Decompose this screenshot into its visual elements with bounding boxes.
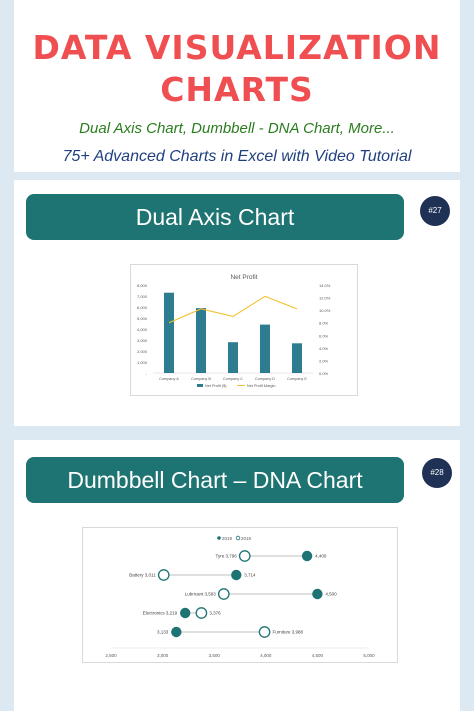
y-tick-label: 8,000 — [137, 283, 148, 288]
y2-tick-label: 2.0% — [319, 358, 329, 363]
dot-2019 — [231, 569, 242, 581]
legend-label-2019: 2019 — [222, 536, 233, 541]
y-tick-label: 5,000 — [137, 316, 148, 321]
legend-swatch-bar — [197, 384, 203, 387]
y-tick-label: 4,000 — [137, 327, 148, 332]
row-right-label: 4,500 — [325, 592, 337, 597]
y2-tick-label: 0.0% — [319, 371, 329, 376]
chart-title: Net Profit — [230, 274, 257, 281]
dot-2018 — [217, 588, 230, 600]
dot-2019 — [180, 607, 191, 619]
section-title-dual-axis: Dual Axis Chart — [26, 194, 404, 240]
subtitle-course: 75+ Advanced Charts in Excel with Video … — [62, 148, 412, 165]
row-left-label: Lubricant 3,593 — [185, 592, 217, 597]
y-tick-label: 7,000 — [137, 294, 148, 299]
x-tick-label: 2,500 — [105, 653, 117, 658]
section-badge-28: #28 — [422, 458, 452, 488]
dual-axis-panel: Dual Axis Chart #27 Net Profit 8,000 7,00… — [14, 180, 460, 426]
row-right-label: 4,400 — [315, 554, 327, 559]
x-tick-label: Company C — [223, 377, 243, 381]
row-left-label: Electronics 3,219 — [143, 611, 178, 616]
dot-2018 — [157, 569, 170, 581]
row-left-label: Tyre 3,796 — [215, 554, 237, 559]
legend-label-2018: 2018 — [241, 536, 252, 541]
legend-dot-2019 — [217, 536, 221, 540]
y-tick-label: 6,000 — [137, 305, 148, 310]
x-tick-label: 4,000 — [260, 653, 272, 658]
row-left-label: Battery 3,011 — [129, 573, 156, 578]
x-tick-label: Company D — [255, 377, 275, 381]
page-title-line1: DATA VISUALIZATION — [32, 28, 442, 67]
y-tick-label: 3,000 — [137, 338, 148, 343]
x-tick-label: 3,000 — [157, 653, 169, 658]
dumbbell-panel: Dumbbell Chart – DNA Chart #28 2019 2018 2… — [14, 440, 460, 711]
margin-line — [168, 295, 298, 324]
bar — [164, 292, 174, 373]
section-title-dumbbell: Dumbbell Chart – DNA Chart — [26, 457, 404, 503]
dumbbell-chart-svg: 2019 2018 2,500 3,000 3,500 4,000 4,500 5,000 Ty… — [105, 535, 375, 658]
y2-tick-label: 4.0% — [319, 346, 329, 351]
x-tick-label: 4,500 — [312, 653, 324, 658]
header-card — [14, 0, 460, 172]
bar — [292, 343, 302, 373]
dot-2018 — [238, 550, 251, 562]
x-tick-label: Company B — [191, 377, 211, 381]
dot-2018 — [258, 626, 271, 638]
dot-2018 — [195, 607, 208, 619]
dual-axis-chart-svg: Net Profit 8,000 7,000 6,000 5,000 4,000 3,00… — [137, 274, 331, 388]
x-tick-label: Company E — [287, 377, 307, 381]
subtitle-charts: Dual Axis Chart, Dumbbell - DNA Chart, M… — [79, 120, 395, 137]
bar — [228, 342, 238, 373]
legend-label-line: Net Profit Margin — [247, 384, 276, 388]
dot-2019 — [312, 588, 323, 600]
y-tick-label: 2,000 — [137, 349, 148, 354]
row-right-label: 3,714 — [244, 573, 256, 578]
dot-2019 — [171, 626, 182, 638]
y-tick-label: - — [146, 371, 148, 376]
bar — [196, 308, 206, 373]
x-tick-label: 5,000 — [363, 653, 375, 658]
y2-tick-label: 10.0% — [319, 308, 331, 313]
legend-dot-2018 — [235, 535, 241, 541]
row-right-label: Furniture 3,988 — [273, 630, 304, 635]
row-right-label: 3,376 — [209, 611, 221, 616]
y2-tick-label: 14.0% — [319, 283, 331, 288]
bar — [260, 324, 270, 373]
page-title-line2: CHARTS — [160, 70, 314, 109]
dot-2019 — [301, 550, 313, 562]
y-tick-label: 1,000 — [137, 360, 148, 365]
dumbbell-chart: 2019 2018 2,500 3,000 3,500 4,000 4,500 5,000 Ty… — [82, 527, 398, 663]
x-tick-label: Company A — [159, 377, 179, 381]
y2-tick-label: 12.0% — [319, 296, 331, 301]
y2-tick-label: 6.0% — [319, 333, 329, 338]
legend-label-bar: Net Profit ($) — [205, 384, 227, 388]
y2-tick-label: 8.0% — [319, 321, 329, 326]
row-left-label: 3,133 — [157, 630, 169, 635]
dual-axis-chart: Net Profit 8,000 7,000 6,000 5,000 4,000 3,00… — [130, 264, 358, 396]
x-tick-label: 3,500 — [209, 653, 221, 658]
section-badge-27: #27 — [420, 196, 450, 226]
